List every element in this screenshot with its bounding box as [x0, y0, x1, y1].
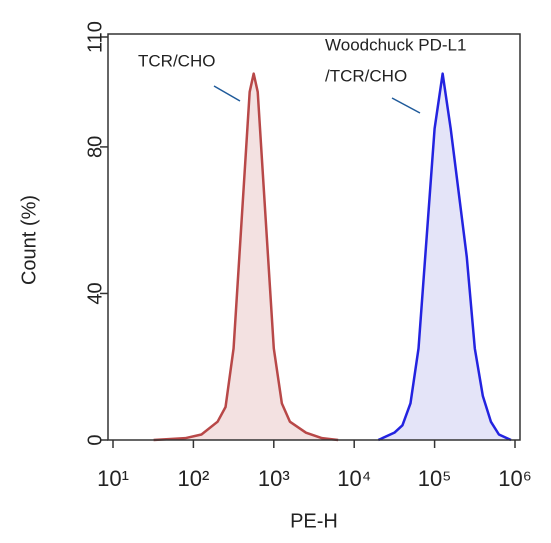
area-line — [153, 72, 339, 442]
area-fill — [153, 73, 339, 441]
annotation: /TCR/CHO — [325, 66, 407, 85]
leader-line — [391, 97, 421, 114]
annotation: TCR/CHO — [138, 51, 215, 70]
y-tick-label: 0 — [84, 434, 106, 445]
y-axis-label: Count (%) — [18, 195, 40, 285]
y-tick-label: 40 — [84, 282, 106, 304]
y-tick-label: 80 — [84, 136, 106, 158]
plot-frame — [107, 33, 521, 441]
x-tick-label: 10¹ — [97, 466, 129, 491]
x-tick-label: 10⁶ — [498, 466, 532, 491]
x-axis-label: PE-H — [290, 510, 338, 532]
x-tick-label: 10³ — [258, 466, 290, 491]
area-fill — [378, 73, 511, 441]
y-tick-label: 110 — [84, 21, 106, 53]
leader-line — [213, 85, 241, 102]
annotation: Woodchuck PD-L1 — [325, 35, 466, 54]
x-tick-label: 10² — [178, 466, 210, 491]
x-tick-label: 10⁴ — [337, 466, 371, 491]
area-line — [377, 72, 512, 442]
x-tick-label: 10⁵ — [418, 466, 452, 491]
